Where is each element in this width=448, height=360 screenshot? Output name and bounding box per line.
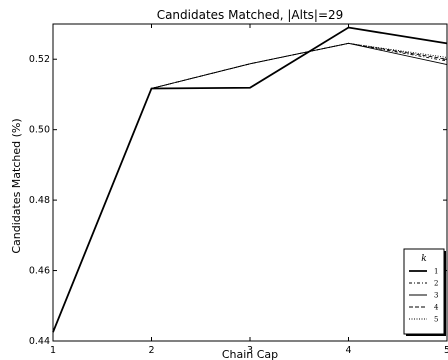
y-tick-label: 0.52 (29, 54, 50, 65)
legend-items: 1 2 3 4 5 (409, 268, 439, 324)
y-axis-label: Candidates Matched (%) (10, 118, 23, 253)
x-tick-label: 5 (444, 345, 448, 356)
legend-box (403, 248, 445, 335)
plot-frame (52, 23, 448, 342)
legend-label-1: 1 (434, 268, 438, 276)
series-line-1 (52, 26, 448, 333)
legend-label-2: 2 (434, 280, 438, 288)
x-tick-label: 3 (247, 345, 253, 356)
legend-title: k (421, 254, 426, 264)
x-tick-label: 2 (148, 345, 154, 356)
legend-label-4: 4 (434, 304, 439, 312)
series-line-2 (52, 42, 448, 333)
x-tick-label: 4 (345, 345, 351, 356)
x-axis-label: Chain Cap (222, 348, 278, 360)
tick-group: 1 2 3 4 5 0.44 0.46 0.48 0.50 0.52 (29, 24, 448, 356)
chart-title: Candidates Matched, |Alts|=29 (157, 8, 344, 22)
y-tick-label: 0.50 (29, 125, 50, 136)
legend-label-3: 3 (434, 292, 438, 300)
series-group (52, 26, 448, 333)
x-tick-label: 1 (50, 345, 56, 356)
y-tick-label: 0.44 (29, 336, 50, 347)
y-tick-label: 0.48 (29, 195, 50, 206)
legend-label-5: 5 (434, 316, 438, 324)
y-tick-label: 0.46 (29, 266, 50, 277)
legend: k 1 2 3 4 5 (403, 248, 446, 336)
